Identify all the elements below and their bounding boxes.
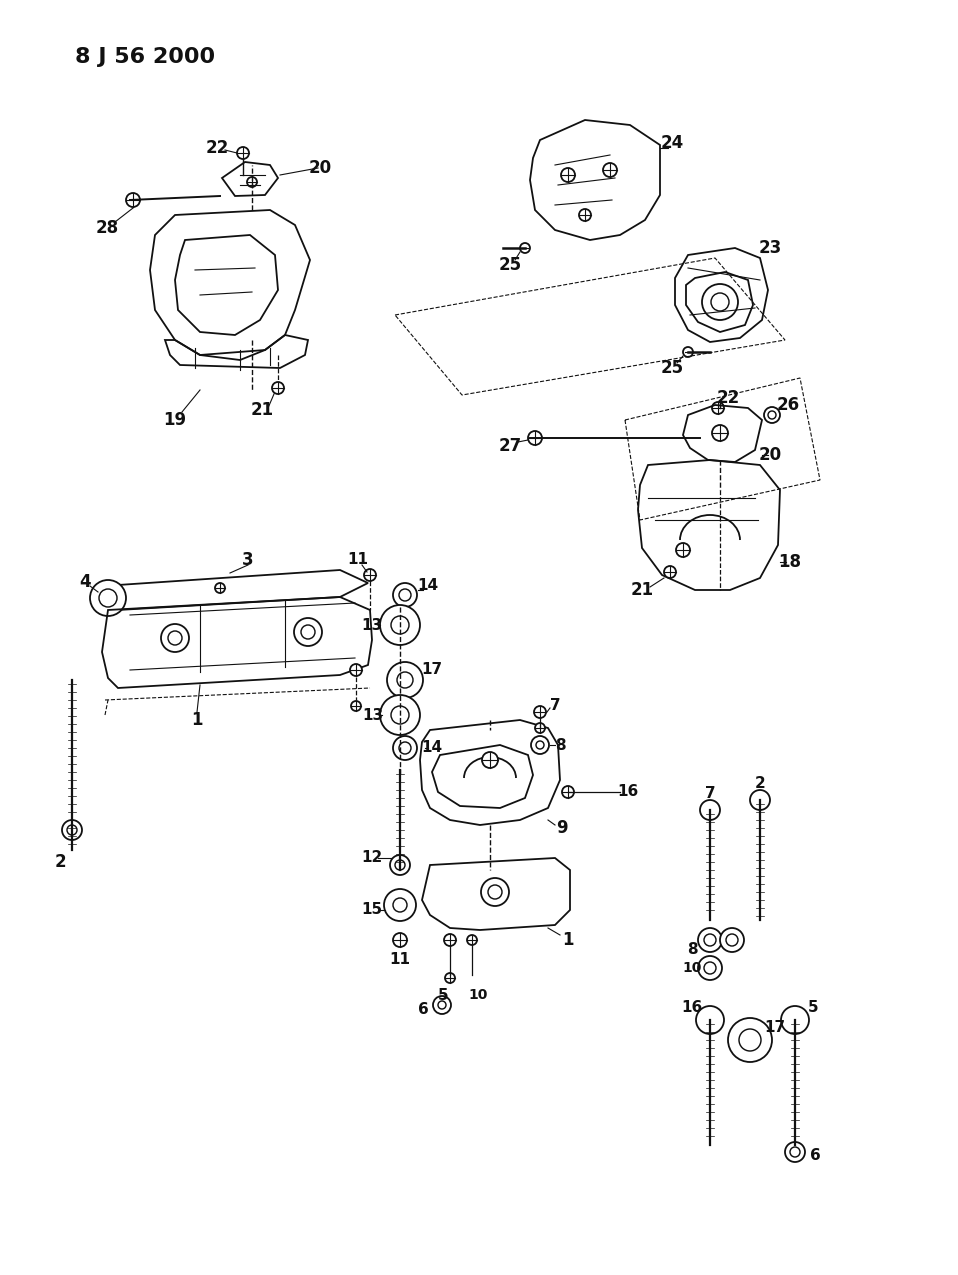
Circle shape bbox=[350, 664, 362, 676]
Text: 8 J 56 2000: 8 J 56 2000 bbox=[75, 47, 216, 68]
Circle shape bbox=[664, 566, 676, 578]
Text: 17: 17 bbox=[764, 1020, 786, 1035]
Text: 25: 25 bbox=[660, 360, 684, 377]
Text: 27: 27 bbox=[498, 437, 521, 455]
Circle shape bbox=[579, 209, 591, 221]
Circle shape bbox=[393, 583, 417, 607]
Circle shape bbox=[764, 407, 780, 423]
Circle shape bbox=[535, 723, 545, 733]
Text: 24: 24 bbox=[660, 134, 684, 152]
Text: 6: 6 bbox=[810, 1148, 820, 1163]
Text: 10: 10 bbox=[468, 988, 488, 1002]
Circle shape bbox=[294, 618, 322, 646]
Circle shape bbox=[215, 583, 225, 593]
Text: 8: 8 bbox=[687, 942, 697, 958]
Text: 16: 16 bbox=[617, 784, 639, 799]
Circle shape bbox=[696, 1006, 724, 1034]
Text: 21: 21 bbox=[630, 581, 653, 599]
Text: 11: 11 bbox=[390, 952, 410, 968]
Circle shape bbox=[750, 790, 770, 810]
Circle shape bbox=[351, 701, 361, 711]
Circle shape bbox=[237, 147, 249, 159]
Text: 1: 1 bbox=[192, 711, 203, 729]
Text: 14: 14 bbox=[418, 578, 439, 593]
Text: 20: 20 bbox=[308, 159, 331, 177]
Text: 14: 14 bbox=[422, 741, 443, 756]
Text: 16: 16 bbox=[681, 1001, 702, 1015]
Circle shape bbox=[445, 973, 455, 983]
Circle shape bbox=[700, 799, 720, 820]
Circle shape bbox=[603, 163, 617, 177]
Circle shape bbox=[712, 402, 724, 414]
Circle shape bbox=[562, 785, 574, 798]
Text: 18: 18 bbox=[779, 553, 802, 571]
Text: 11: 11 bbox=[348, 552, 369, 567]
Text: 15: 15 bbox=[361, 903, 382, 918]
Circle shape bbox=[698, 928, 722, 952]
Text: 20: 20 bbox=[759, 446, 782, 464]
Text: 12: 12 bbox=[361, 850, 382, 866]
Circle shape bbox=[62, 820, 82, 840]
Circle shape bbox=[785, 1142, 805, 1162]
Text: 28: 28 bbox=[96, 219, 119, 237]
Text: 23: 23 bbox=[759, 238, 782, 258]
Text: 22: 22 bbox=[717, 389, 740, 407]
Text: 2: 2 bbox=[55, 853, 66, 871]
Text: 17: 17 bbox=[422, 663, 443, 677]
Circle shape bbox=[393, 736, 417, 760]
Text: 19: 19 bbox=[164, 411, 187, 428]
Circle shape bbox=[676, 543, 690, 557]
Text: 22: 22 bbox=[205, 139, 229, 157]
Circle shape bbox=[387, 662, 423, 697]
Circle shape bbox=[712, 425, 728, 441]
Circle shape bbox=[380, 606, 420, 645]
Circle shape bbox=[390, 856, 410, 875]
Circle shape bbox=[272, 382, 284, 394]
Circle shape bbox=[444, 935, 456, 946]
Circle shape bbox=[384, 889, 416, 921]
Circle shape bbox=[561, 168, 575, 182]
Circle shape bbox=[467, 935, 477, 945]
Circle shape bbox=[90, 580, 126, 616]
Circle shape bbox=[728, 1017, 772, 1062]
Circle shape bbox=[393, 933, 407, 947]
Circle shape bbox=[364, 569, 376, 581]
Circle shape bbox=[720, 928, 744, 952]
Circle shape bbox=[534, 706, 546, 718]
Circle shape bbox=[481, 878, 509, 907]
Text: 7: 7 bbox=[550, 697, 560, 713]
Text: 4: 4 bbox=[80, 572, 91, 592]
Circle shape bbox=[698, 956, 722, 980]
Circle shape bbox=[433, 996, 451, 1014]
Text: 13: 13 bbox=[361, 617, 382, 632]
Text: 2: 2 bbox=[755, 775, 765, 790]
Text: 6: 6 bbox=[418, 1002, 428, 1017]
Circle shape bbox=[380, 695, 420, 734]
Circle shape bbox=[520, 244, 530, 252]
Circle shape bbox=[531, 736, 549, 754]
Text: 7: 7 bbox=[705, 785, 716, 801]
Text: 9: 9 bbox=[557, 819, 568, 836]
Text: 21: 21 bbox=[250, 402, 274, 419]
Circle shape bbox=[683, 347, 693, 357]
Circle shape bbox=[161, 623, 189, 652]
Circle shape bbox=[781, 1006, 809, 1034]
Circle shape bbox=[702, 284, 738, 320]
Circle shape bbox=[528, 431, 542, 445]
Text: 1: 1 bbox=[562, 931, 574, 949]
Text: 5: 5 bbox=[438, 988, 448, 1002]
Text: 3: 3 bbox=[242, 551, 254, 569]
Text: 25: 25 bbox=[498, 256, 521, 274]
Text: 13: 13 bbox=[362, 708, 383, 723]
Circle shape bbox=[482, 752, 498, 768]
Text: 5: 5 bbox=[808, 1001, 818, 1015]
Text: 10: 10 bbox=[682, 961, 701, 975]
Circle shape bbox=[126, 193, 140, 207]
Text: 26: 26 bbox=[776, 397, 800, 414]
Circle shape bbox=[247, 177, 257, 187]
Text: 8: 8 bbox=[555, 737, 565, 752]
